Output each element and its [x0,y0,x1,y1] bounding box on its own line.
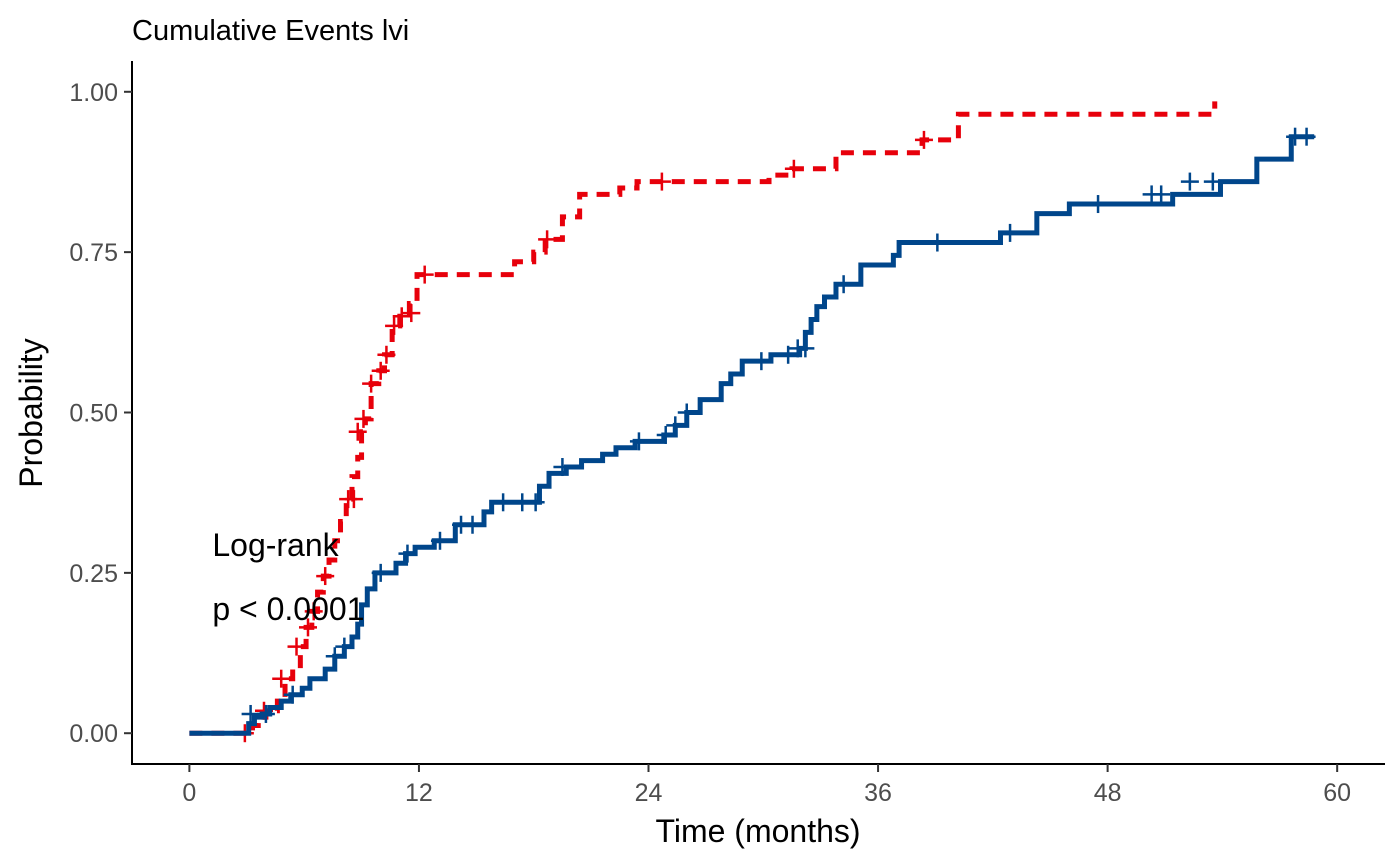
y-axis-ticks: 0.00 0.25 0.50 0.75 1.00 [69,79,132,748]
x-tick-label: 0 [182,779,196,807]
censor-mark [316,567,335,586]
x-axis-ticks: 0 12 24 36 48 60 [182,764,1351,807]
censor-mark [430,531,449,550]
censor-mark [298,618,317,637]
censor-mark [415,265,434,284]
x-axis-label: Time (months) [655,813,860,849]
censor-mark [1001,223,1020,242]
censor-mark [402,304,421,323]
censor-mark [1203,172,1222,191]
censor-mark [348,422,367,441]
censor-mark [779,345,798,364]
logrank-label: Log-rank [212,527,339,563]
censor-mark [283,685,302,704]
censor-mark [553,458,572,477]
censor-mark [666,416,685,435]
censor-mark [354,409,373,428]
plot-area [189,101,1316,743]
censor-mark [304,602,323,621]
x-tick-label: 48 [1094,779,1122,807]
censor-mark [256,704,275,723]
x-tick-label: 24 [635,779,663,807]
censor-mark [629,432,648,451]
y-tick-label: 0.75 [69,239,118,267]
censor-mark [371,563,390,582]
censor-mark [1089,195,1108,214]
censor-mark [1297,127,1316,146]
censor-mark [325,647,344,666]
censor-mark [398,544,417,563]
censor-mark [344,490,363,509]
series-line-2 [189,134,1315,736]
censor-mark [914,130,933,149]
censor-mark [494,493,513,512]
censor-mark [1152,185,1171,204]
censor-mark [385,316,404,335]
censor-mark [656,425,675,444]
y-tick-label: 0.25 [69,560,118,588]
y-tick-label: 0.00 [69,720,118,748]
censor-mark [796,339,815,358]
censor-mark [241,704,260,723]
censor-mark [335,637,354,656]
censor-mark [377,345,396,364]
censor-mark [752,352,771,371]
censor-mark [538,230,557,249]
y-axis-label: Probability [13,338,49,487]
censor-mark [677,403,696,422]
censor-mark [526,493,545,512]
censor-mark [392,307,411,326]
p-value-label: p < 0.0001 [212,591,364,627]
x-tick-label: 60 [1323,779,1351,807]
censor-mark [834,275,853,294]
censor-mark [371,361,390,380]
y-tick-label: 0.50 [69,400,118,428]
censor-mark [362,374,381,393]
censor-mark [1180,172,1199,191]
chart-title: Cumulative Events lvi [132,15,409,47]
x-tick-label: 12 [405,779,433,807]
censor-mark [272,669,291,688]
y-tick-label: 1.00 [69,79,118,107]
censor-mark [652,172,671,191]
x-tick-label: 36 [864,779,892,807]
censor-mark [287,637,306,656]
censor-mark [784,159,803,178]
censor-mark [928,233,947,252]
censor-mark [463,515,482,534]
